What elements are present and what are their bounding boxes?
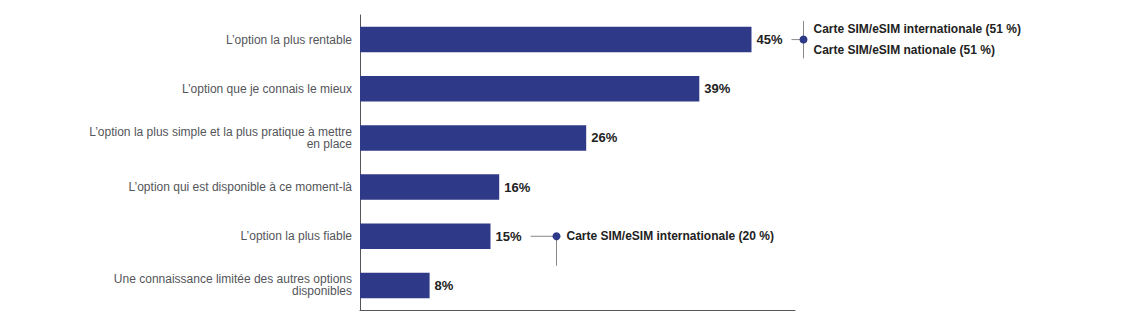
svg-text:16%: 16% bbox=[504, 180, 530, 195]
svg-text:en place: en place bbox=[307, 137, 353, 151]
svg-text:45%: 45% bbox=[757, 32, 783, 47]
svg-text:L’option qui est disponible à: L’option qui est disponible à ce moment-… bbox=[129, 180, 353, 194]
svg-text:L’option que je connais le mie: L’option que je connais le mieux bbox=[182, 82, 352, 96]
svg-text:Une connaissance limitée des a: Une connaissance limitée des autres opti… bbox=[113, 272, 352, 287]
svg-text:L’option la plus simple et la: L’option la plus simple et la plus prati… bbox=[89, 124, 352, 139]
svg-text:26%: 26% bbox=[591, 130, 617, 145]
svg-text:Carte SIM/eSIM internationale: Carte SIM/eSIM internationale (20 %) bbox=[567, 229, 774, 243]
svg-text:L’option la plus fiable: L’option la plus fiable bbox=[241, 229, 353, 243]
svg-text:39%: 39% bbox=[704, 81, 730, 96]
svg-text:8%: 8% bbox=[435, 278, 454, 293]
svg-text:L’option la plus rentable: L’option la plus rentable bbox=[226, 33, 352, 47]
svg-text:Carte SIM/eSIM internationale: Carte SIM/eSIM internationale (51 %) bbox=[814, 22, 1021, 36]
svg-text:15%: 15% bbox=[496, 229, 522, 244]
svg-text:disponibles: disponibles bbox=[292, 284, 352, 298]
svg-text:Carte SIM/eSIM nationale (51 %: Carte SIM/eSIM nationale (51 %) bbox=[814, 43, 995, 57]
